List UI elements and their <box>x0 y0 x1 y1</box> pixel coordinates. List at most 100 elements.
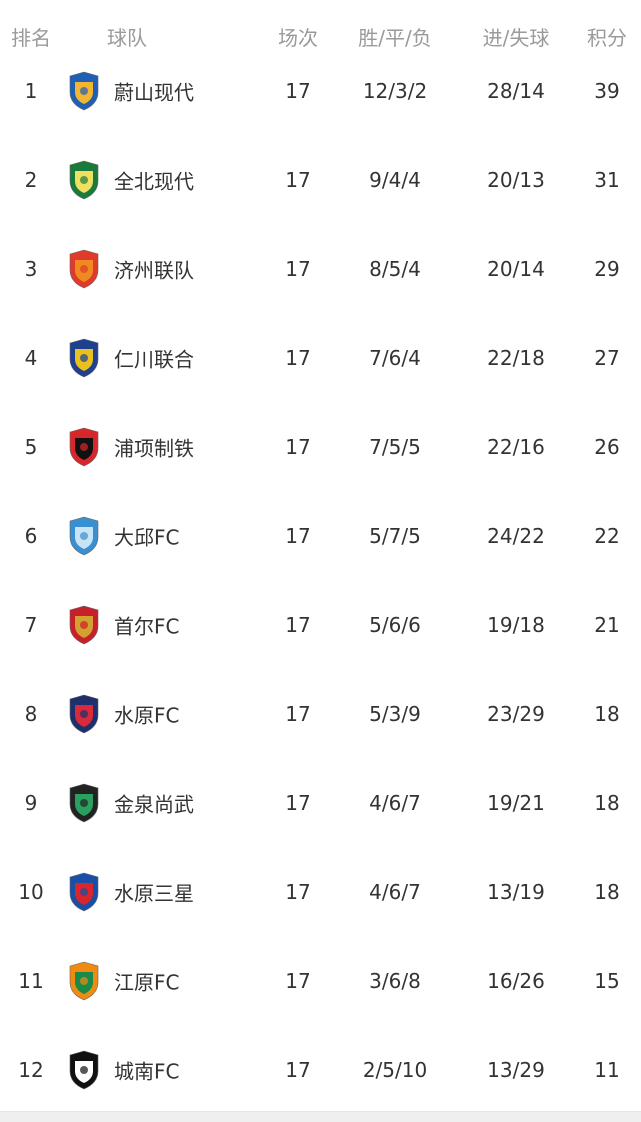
team-name[interactable]: 大邱FC <box>114 525 180 549</box>
played: 17 <box>285 523 311 548</box>
points: 29 <box>594 256 620 281</box>
table-row[interactable]: 4 仁川联合 17 7/6/4 22/18 27 <box>0 313 641 402</box>
rank: 11 <box>18 968 44 993</box>
team-logo-icon <box>69 249 99 288</box>
points: 39 <box>594 78 620 103</box>
table-row[interactable]: 9 金泉尚武 17 4/6/7 19/21 18 <box>0 758 641 847</box>
team-logo-icon <box>69 872 99 911</box>
points: 21 <box>594 612 620 637</box>
team-name[interactable]: 城南FC <box>114 1059 180 1083</box>
team-logo-icon <box>69 338 99 377</box>
goals-for-against: 13/29 <box>487 1057 545 1082</box>
played: 17 <box>285 256 311 281</box>
win-draw-loss: 7/5/5 <box>369 434 421 459</box>
goals-for-against: 22/18 <box>487 345 545 370</box>
team-name[interactable]: 仁川联合 <box>114 347 194 371</box>
team-name[interactable]: 水原FC <box>114 703 180 727</box>
header-rank: 排名 <box>11 26 51 50</box>
table-row[interactable]: 10 水原三星 17 4/6/7 13/19 18 <box>0 847 641 936</box>
team-name[interactable]: 蔚山现代 <box>114 80 194 104</box>
table-row[interactable]: 3 济州联队 17 8/5/4 20/14 29 <box>0 224 641 313</box>
team-logo-icon <box>69 605 99 644</box>
table-row[interactable]: 6 大邱FC 17 5/7/5 24/22 22 <box>0 491 641 580</box>
win-draw-loss: 5/7/5 <box>369 523 421 548</box>
rank: 5 <box>24 434 38 459</box>
table-row[interactable]: 8 水原FC 17 5/3/9 23/29 18 <box>0 669 641 758</box>
team-logo-icon <box>69 694 99 733</box>
win-draw-loss: 5/6/6 <box>369 612 421 637</box>
win-draw-loss: 7/6/4 <box>369 345 421 370</box>
footer-divider <box>0 1111 641 1122</box>
table-row[interactable]: 11 江原FC 17 3/6/8 16/26 15 <box>0 936 641 1025</box>
rank: 10 <box>18 879 44 904</box>
header-wdl: 胜/平/负 <box>358 26 432 50</box>
table-header: 排名 球队 场次 胜/平/负 进/失球 积分 <box>0 0 641 72</box>
played: 17 <box>285 1057 311 1082</box>
goals-for-against: 20/13 <box>487 167 545 192</box>
header-team: 球队 <box>107 26 147 50</box>
win-draw-loss: 12/3/2 <box>362 78 428 103</box>
team-logo-icon <box>69 1050 99 1089</box>
team-name[interactable]: 浦项制铁 <box>114 436 194 460</box>
rank: 7 <box>24 612 38 637</box>
table-row[interactable]: 5 浦项制铁 17 7/5/5 22/16 26 <box>0 402 641 491</box>
rank: 8 <box>24 701 38 726</box>
team-name[interactable]: 江原FC <box>114 970 180 994</box>
points: 22 <box>594 523 620 548</box>
played: 17 <box>285 167 311 192</box>
win-draw-loss: 5/3/9 <box>369 701 421 726</box>
points: 18 <box>594 790 620 815</box>
team-name[interactable]: 金泉尚武 <box>114 792 194 816</box>
goals-for-against: 23/29 <box>487 701 545 726</box>
team-name[interactable]: 全北现代 <box>114 169 194 193</box>
table-row[interactable]: 12 城南FC 17 2/5/10 13/29 11 <box>0 1025 641 1114</box>
goals-for-against: 22/16 <box>487 434 545 459</box>
goals-for-against: 24/22 <box>487 523 545 548</box>
win-draw-loss: 4/6/7 <box>369 879 421 904</box>
table-row[interactable]: 7 首尔FC 17 5/6/6 19/18 21 <box>0 580 641 669</box>
win-draw-loss: 3/6/8 <box>369 968 421 993</box>
header-points: 积分 <box>587 26 627 50</box>
team-logo-icon <box>69 961 99 1000</box>
played: 17 <box>285 701 311 726</box>
goals-for-against: 19/21 <box>487 790 545 815</box>
team-logo-icon <box>69 160 99 199</box>
goals-for-against: 16/26 <box>487 968 545 993</box>
team-logo-icon <box>69 516 99 555</box>
header-goals: 进/失球 <box>482 26 550 50</box>
goals-for-against: 28/14 <box>487 78 545 103</box>
goals-for-against: 20/14 <box>487 256 545 281</box>
table-row[interactable]: 1 蔚山现代 17 12/3/2 28/14 39 <box>0 46 641 135</box>
team-logo-icon <box>69 71 99 110</box>
table-row[interactable]: 2 全北现代 17 9/4/4 20/13 31 <box>0 135 641 224</box>
rank: 2 <box>24 167 38 192</box>
team-name[interactable]: 水原三星 <box>114 881 194 905</box>
played: 17 <box>285 345 311 370</box>
team-name[interactable]: 首尔FC <box>114 614 180 638</box>
goals-for-against: 13/19 <box>487 879 545 904</box>
points: 26 <box>594 434 620 459</box>
rank: 3 <box>24 256 38 281</box>
goals-for-against: 19/18 <box>487 612 545 637</box>
points: 11 <box>594 1057 620 1082</box>
win-draw-loss: 9/4/4 <box>369 167 421 192</box>
win-draw-loss: 2/5/10 <box>362 1057 428 1082</box>
points: 15 <box>594 968 620 993</box>
points: 27 <box>594 345 620 370</box>
played: 17 <box>285 612 311 637</box>
points: 18 <box>594 879 620 904</box>
rank: 1 <box>24 78 38 103</box>
played: 17 <box>285 78 311 103</box>
win-draw-loss: 8/5/4 <box>369 256 421 281</box>
header-played: 场次 <box>278 26 318 50</box>
points: 18 <box>594 701 620 726</box>
team-logo-icon <box>69 427 99 466</box>
team-logo-icon <box>69 783 99 822</box>
rank: 9 <box>24 790 38 815</box>
rank: 12 <box>18 1057 44 1082</box>
rank: 4 <box>24 345 38 370</box>
played: 17 <box>285 968 311 993</box>
team-name[interactable]: 济州联队 <box>114 258 194 282</box>
played: 17 <box>285 879 311 904</box>
rank: 6 <box>24 523 38 548</box>
